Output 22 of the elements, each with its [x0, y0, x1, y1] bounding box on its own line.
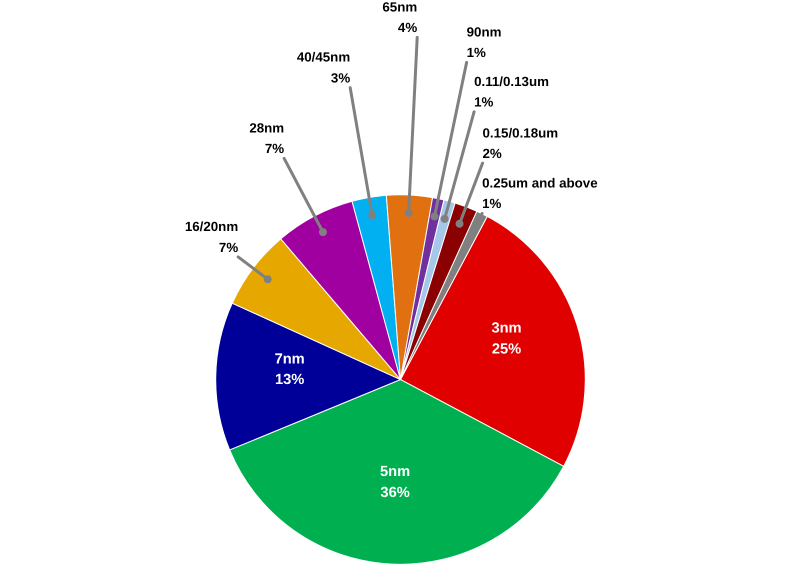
data-label: 2%	[482, 146, 502, 161]
data-label: 1%	[466, 45, 486, 60]
data-label: 7%	[218, 240, 238, 255]
slice-label: 0.15/0.18um	[482, 125, 558, 140]
slice-label: 65nm	[382, 0, 418, 15]
slice-label: 16/20nm	[184, 219, 238, 234]
data-label: 1%	[474, 94, 494, 110]
data-label: 1%	[482, 196, 502, 212]
slice-label: 40/45nm	[296, 50, 350, 65]
data-label: 4%	[398, 20, 418, 36]
slice-label: 3nm	[491, 320, 522, 337]
slice-label: 28nm	[249, 120, 284, 136]
data-label: 36%	[380, 484, 410, 501]
slice-label: 90nm	[466, 24, 502, 40]
data-label: 7%	[264, 141, 284, 156]
data-label: 3%	[330, 70, 350, 86]
slice-label: 0.25um and above	[482, 176, 598, 191]
data-label: 25%	[492, 341, 522, 358]
slice-label: 5nm	[380, 464, 410, 480]
data-label: 13%	[274, 372, 304, 388]
slice-label: 0.11/0.13um	[474, 74, 550, 89]
slice-label: 7nm	[274, 351, 305, 368]
